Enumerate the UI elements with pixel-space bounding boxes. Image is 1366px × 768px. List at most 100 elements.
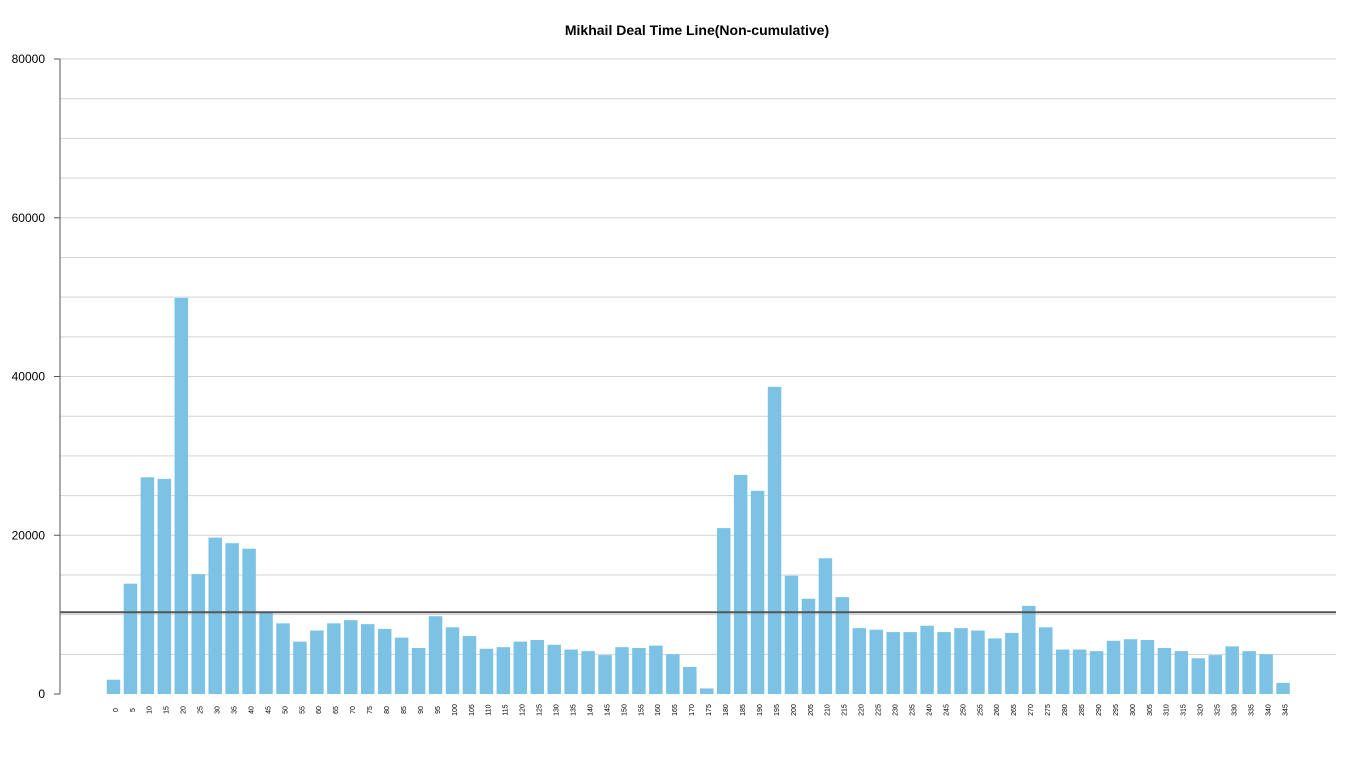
bar (1106, 640, 1121, 694)
bar (344, 620, 358, 694)
y-tick-label: 80000 (12, 52, 46, 66)
bar (1072, 649, 1087, 694)
bar (564, 649, 578, 694)
x-tick-label: 340 (1265, 704, 1272, 716)
bar (174, 297, 189, 694)
bar (666, 654, 680, 694)
bar (462, 636, 477, 694)
x-tick-label: 15 (164, 706, 171, 714)
x-tick-label: 185 (740, 704, 747, 716)
x-tick-label: 80 (384, 706, 391, 714)
x-tick-label: 110 (486, 704, 493, 715)
bar (1276, 682, 1290, 694)
bar (835, 597, 850, 694)
bar (852, 628, 867, 694)
bar (733, 474, 748, 694)
x-tick-label: 75 (367, 706, 374, 714)
x-tick-label: 115 (503, 704, 510, 715)
bar (225, 543, 239, 694)
y-tick-label: 40000 (12, 370, 46, 384)
grid-lines (60, 58, 1336, 655)
x-tick-label: 255 (977, 704, 984, 716)
y-tick-label: 0 (38, 687, 45, 701)
bar (428, 616, 443, 694)
x-tick-label: 285 (1079, 704, 1086, 716)
bar (615, 647, 629, 694)
bar (683, 667, 697, 694)
x-tick-label: 315 (1181, 704, 1188, 716)
bar (157, 478, 172, 694)
x-tick-label: 265 (1011, 704, 1018, 716)
bar (869, 629, 883, 694)
x-tick-label: 90 (418, 706, 425, 714)
x-tick-label: 60 (316, 706, 323, 714)
x-tick-label: 200 (791, 704, 798, 716)
x-tick-label: 190 (757, 704, 764, 716)
bar (632, 647, 646, 694)
x-tick-label: 155 (638, 704, 645, 716)
bar (377, 628, 392, 694)
x-tick-label: 150 (621, 704, 628, 716)
bar (1259, 654, 1273, 694)
bar (140, 477, 155, 694)
bar (581, 651, 595, 694)
x-tick-label: 10 (147, 706, 154, 714)
x-tick-label: 105 (469, 704, 476, 716)
bar (208, 537, 222, 694)
bar (327, 623, 341, 694)
chart-title: Mikhail Deal Time Line(Non-cumulative) (564, 22, 830, 38)
x-tick-label: 180 (723, 704, 730, 716)
bar (310, 630, 324, 694)
bar (276, 623, 290, 694)
x-tick-label: 325 (1215, 704, 1222, 716)
x-tick-label: 145 (604, 704, 611, 716)
x-tick-label: 140 (587, 704, 594, 716)
bar (818, 558, 833, 694)
bar (988, 638, 1002, 694)
x-tick-label: 70 (350, 706, 357, 714)
bar (750, 490, 765, 694)
bar (767, 386, 782, 694)
bar (954, 628, 968, 694)
bar (1005, 632, 1019, 694)
bar (361, 624, 375, 694)
x-tick-label: 5 (130, 708, 137, 712)
x-tick-label: 310 (1164, 704, 1171, 716)
bar (123, 583, 138, 694)
x-tick-label: 95 (435, 706, 442, 714)
x-tick-label: 0 (113, 708, 120, 712)
x-tick-label: 215 (842, 704, 849, 716)
x-tick-label: 205 (808, 704, 815, 716)
x-tick-label: 275 (1045, 704, 1052, 716)
x-tick-label: 45 (265, 706, 272, 714)
bar (1022, 605, 1036, 694)
x-tick-label: 100 (452, 704, 459, 716)
bar (1089, 651, 1104, 694)
x-tick-label: 230 (893, 704, 900, 716)
bar (293, 641, 307, 694)
x-tick-label: 65 (333, 706, 340, 714)
x-tick-label: 300 (1130, 704, 1137, 716)
x-tick-label: 35 (231, 706, 238, 714)
x-tick-label: 225 (876, 704, 883, 716)
bar (530, 640, 544, 694)
bar (479, 648, 494, 694)
x-tick-label: 330 (1232, 704, 1239, 716)
y-tick-labels: 0 20000 40000 60000 80000 (12, 52, 46, 701)
bar (445, 627, 460, 694)
x-tick-label: 210 (825, 704, 832, 716)
bar (547, 644, 561, 694)
x-tick-label: 335 (1248, 704, 1255, 716)
y-tick-label: 20000 (12, 528, 46, 542)
bar (496, 647, 511, 694)
bar (1208, 655, 1222, 694)
bar (886, 632, 900, 694)
x-tick-label: 50 (282, 706, 289, 714)
bar (784, 575, 799, 694)
bar (1242, 651, 1256, 694)
bar (1157, 647, 1172, 694)
x-tick-label: 25 (198, 706, 205, 714)
bar (598, 655, 612, 694)
bar (1039, 627, 1053, 694)
